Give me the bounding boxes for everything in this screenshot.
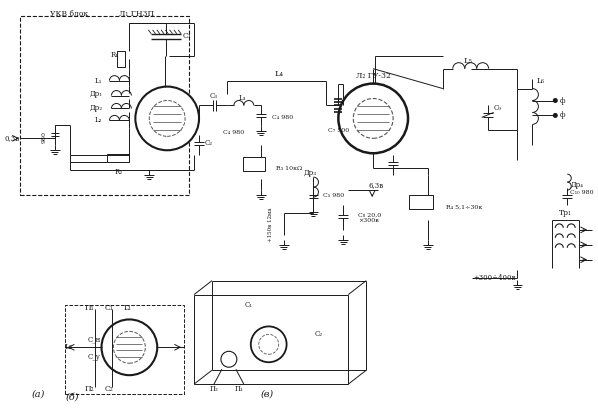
Bar	[108, 154, 129, 162]
Text: C₂: C₂	[315, 330, 322, 338]
Text: C₁: C₁	[105, 303, 114, 312]
Text: +150в 12мa: +150в 12мa	[268, 208, 273, 242]
Text: R₂: R₂	[114, 168, 123, 176]
Text: C₁₀ 980: C₁₀ 980	[570, 189, 594, 195]
Text: Дp₃: Дp₃	[304, 169, 316, 177]
Text: Л₂ ГУ-32: Л₂ ГУ-32	[356, 72, 390, 80]
Text: (б): (б)	[66, 393, 80, 402]
Text: C₄ 980: C₄ 980	[271, 115, 293, 120]
Circle shape	[259, 335, 279, 354]
Text: 980: 980	[41, 131, 46, 143]
Text: Дp₂: Дp₂	[90, 104, 102, 112]
Text: C₅ 980: C₅ 980	[324, 193, 344, 198]
Circle shape	[353, 99, 393, 138]
Text: П₁: П₁	[85, 303, 94, 312]
Bar	[408, 195, 434, 209]
Text: ×300в: ×300в	[358, 218, 379, 223]
Text: R₄ 5,1÷30к: R₄ 5,1÷30к	[446, 204, 482, 209]
Circle shape	[251, 326, 286, 362]
Text: C₈ 20,0: C₈ 20,0	[358, 212, 382, 218]
Text: (в): (в)	[260, 390, 273, 399]
Circle shape	[114, 331, 145, 363]
Text: L₄: L₄	[274, 70, 283, 78]
Circle shape	[221, 351, 237, 367]
Text: C₇ 500: C₇ 500	[328, 128, 349, 133]
Text: L₁: L₁	[95, 76, 102, 85]
Circle shape	[338, 83, 408, 153]
Text: C_н: C_н	[88, 335, 101, 343]
Text: П₂: П₂	[209, 385, 218, 393]
Text: C₁: C₁	[245, 301, 253, 308]
Text: C₃: C₃	[210, 92, 218, 99]
Text: Дp₁: Дp₁	[89, 90, 102, 97]
Bar	[20, 16, 189, 195]
Text: C₂: C₂	[105, 385, 114, 393]
Text: C₁: C₁	[183, 32, 191, 40]
Circle shape	[554, 99, 557, 102]
Text: 6,3в: 6,3в	[368, 181, 383, 189]
Circle shape	[150, 101, 185, 136]
Circle shape	[102, 319, 157, 375]
Text: R₁: R₁	[110, 51, 118, 59]
Text: L₃: L₃	[239, 94, 246, 101]
Bar	[65, 305, 184, 394]
Text: R₃ 10кΩ: R₃ 10кΩ	[276, 166, 302, 171]
Text: C₄ 980: C₄ 980	[222, 130, 244, 135]
Text: Дp₄: Дp₄	[570, 181, 583, 189]
Text: Л₁ ГН3П: Л₁ ГН3П	[120, 10, 154, 18]
Circle shape	[554, 114, 557, 117]
Text: П₁: П₁	[234, 385, 243, 393]
Text: C₉: C₉	[493, 104, 502, 112]
Text: C₂: C₂	[205, 139, 213, 147]
Text: ф: ф	[559, 111, 565, 119]
Bar	[117, 51, 126, 67]
Text: L₁: L₁	[123, 303, 132, 312]
Text: +300÷400в: +300÷400в	[474, 274, 516, 282]
Text: L₆: L₆	[536, 76, 544, 85]
Circle shape	[135, 87, 199, 150]
Text: ф: ф	[559, 97, 565, 105]
Text: C_у: C_у	[88, 353, 101, 361]
Text: Тр₁: Тр₁	[559, 209, 572, 217]
Text: (а): (а)	[31, 390, 44, 399]
Bar	[243, 157, 265, 171]
Text: L₅: L₅	[463, 57, 472, 65]
Text: П₂: П₂	[85, 385, 94, 393]
Text: 0,3в: 0,3в	[4, 134, 20, 142]
Text: L₂: L₂	[65, 343, 72, 351]
Text: УКВ блок: УКВ блок	[50, 10, 88, 18]
Text: L₂: L₂	[95, 117, 102, 124]
